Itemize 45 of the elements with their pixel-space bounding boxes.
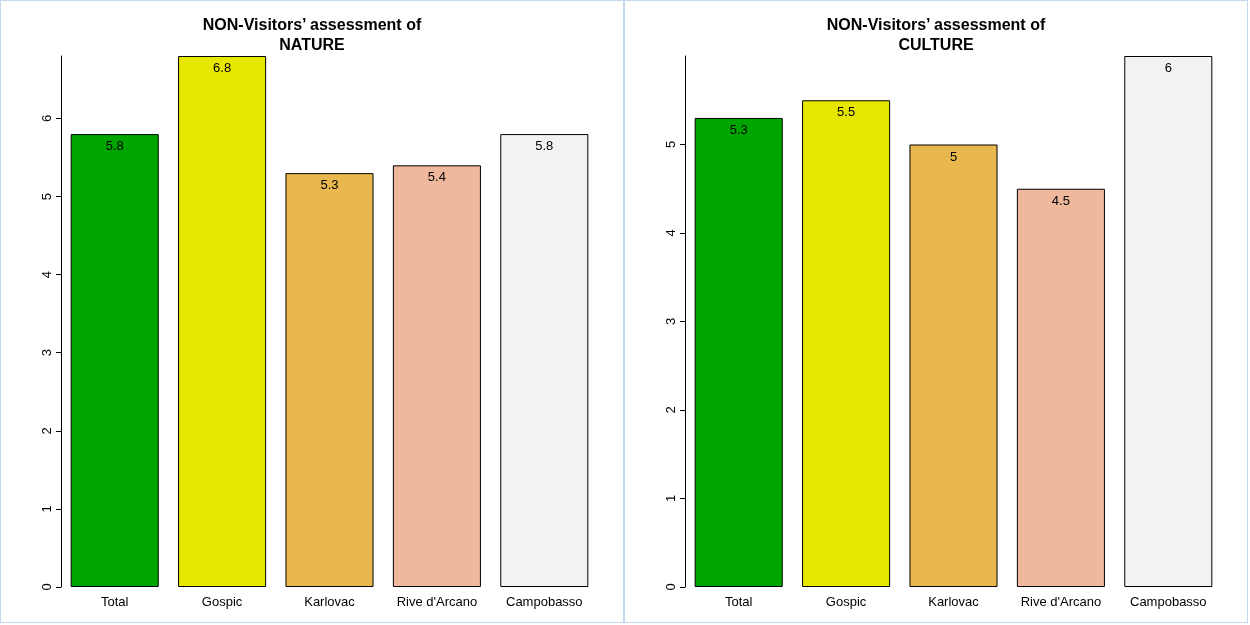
y-tick-label: 4 (39, 271, 54, 279)
y-tick-label: 3 (663, 317, 678, 326)
y-tick-label: 5 (39, 192, 54, 201)
data-label: 5.5 (837, 104, 856, 120)
bar (694, 117, 783, 587)
x-tick-label: Rive d'Arcano (396, 594, 478, 609)
bar (909, 144, 998, 587)
x-tick-label: Campobasso (506, 594, 583, 609)
data-label: 5.3 (729, 121, 748, 137)
bar (500, 134, 589, 587)
y-tick-label: 1 (39, 505, 54, 513)
bar (392, 165, 481, 587)
y-tick-label: 0 (39, 583, 54, 591)
bar (802, 100, 891, 587)
x-tick-label: Karlovac (928, 594, 980, 609)
y-tick-label: 2 (39, 427, 54, 435)
y-tick-label: 1 (663, 494, 678, 503)
x-tick-label: Total (724, 594, 753, 609)
chart-title: NON-Visitors’ assessment of CULTURE (826, 15, 1046, 53)
x-tick-label: Karlovac (304, 594, 356, 609)
y-tick-label: 0 (663, 583, 678, 591)
x-tick-label: Total (100, 594, 129, 609)
y-tick-label: 6 (39, 114, 54, 123)
x-tick-label: Rive d'Arcano (1020, 594, 1102, 609)
chart-title: NON-Visitors’ assessment of NATURE (202, 15, 422, 53)
bar (70, 134, 159, 587)
y-tick-label: 4 (663, 229, 678, 237)
data-label: 5.4 (427, 169, 446, 185)
y-tick-label: 3 (39, 349, 54, 357)
x-tick-label: Gospic (201, 594, 243, 609)
data-label: 5.3 (320, 177, 339, 193)
y-tick-label: 5 (663, 140, 678, 149)
bar (285, 173, 374, 587)
data-label: 6.8 (213, 60, 232, 75)
bar (178, 56, 267, 587)
data-label: 5 (949, 148, 958, 164)
bar (1016, 188, 1105, 587)
data-label: 5.8 (105, 138, 124, 154)
data-label: 5.8 (535, 138, 554, 154)
bar (1124, 56, 1213, 587)
y-tick-label: 2 (663, 406, 678, 414)
data-label: 6 (1164, 60, 1172, 75)
x-tick-label: Gospic (825, 594, 867, 609)
x-tick-label: Campobasso (1130, 594, 1207, 609)
data-label: 4.5 (1051, 192, 1070, 208)
